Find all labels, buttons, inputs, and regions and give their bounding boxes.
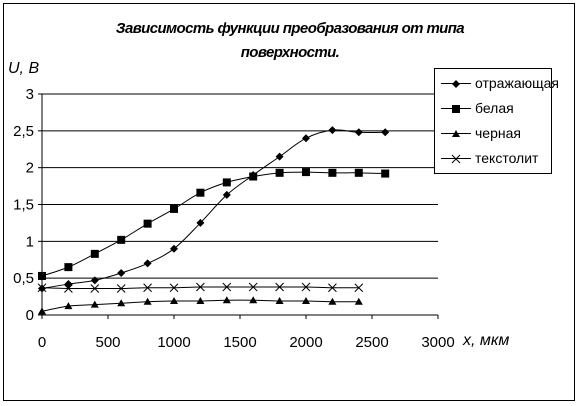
data-point-x: [354, 283, 364, 293]
x-tick-label: 2000: [289, 334, 322, 351]
legend-item: отражающая: [435, 73, 559, 95]
data-point-triangle: [90, 300, 99, 308]
data-point-square: [64, 263, 73, 272]
data-point-diamond: [302, 134, 310, 143]
y-tick-label: 2,5: [13, 123, 34, 140]
data-point-x: [143, 283, 152, 293]
data-point-x: [275, 282, 284, 292]
data-point-x: [37, 283, 47, 293]
x-tick-label: 1000: [157, 334, 190, 351]
data-point-triangle: [354, 297, 363, 305]
y-tick-label: 1: [26, 233, 34, 250]
data-point-diamond: [328, 126, 337, 135]
x-axis-title: x, мкм: [463, 332, 510, 349]
data-point-square: [117, 235, 126, 244]
data-point-x: [90, 284, 100, 293]
legend-item: текстолит: [435, 148, 551, 170]
data-point-x: [116, 284, 126, 293]
legend-label: текстолит: [475, 150, 539, 166]
x-tick-label: 0: [38, 334, 46, 351]
legend-label: черная: [475, 125, 521, 141]
data-point-square: [196, 188, 205, 197]
data-point-square: [38, 271, 46, 280]
x-tick-label: 3000: [421, 334, 454, 351]
x-tick-label: 2500: [355, 334, 388, 351]
data-point-square: [170, 204, 178, 213]
data-point-x: [196, 282, 205, 292]
legend-label: белая: [475, 100, 514, 116]
x-tick-label: 1500: [223, 334, 256, 351]
data-point-diamond: [143, 259, 152, 268]
legend-marker-shape: [452, 105, 460, 113]
data-point-x: [169, 283, 179, 293]
data-point-diamond: [381, 128, 390, 137]
data-point-triangle: [249, 296, 258, 304]
legend-marker-shape: [452, 80, 460, 88]
data-point-square: [90, 249, 99, 258]
data-point-diamond: [38, 284, 46, 293]
y-axis-title: U, В: [8, 60, 40, 77]
legend-marker-x: [451, 154, 461, 164]
data-point-diamond: [354, 128, 363, 137]
data-point-triangle: [302, 297, 310, 305]
y-tick-label: 3: [26, 86, 34, 103]
data-point-x: [222, 282, 232, 292]
data-point-square: [354, 168, 363, 177]
data-point-square: [302, 168, 310, 177]
legend-marker-shape: [452, 130, 460, 137]
y-tick-label: 0,5: [13, 270, 34, 287]
chart-title-line-2: поверхности.: [240, 44, 340, 61]
data-point-square: [328, 168, 337, 177]
data-point-square: [275, 168, 284, 177]
legend: отражающая белая черная текстолит: [434, 68, 559, 174]
data-point-triangle: [38, 307, 46, 315]
data-point-square: [381, 169, 390, 178]
data-point-x: [301, 282, 311, 292]
legend-marker-shape: [451, 154, 461, 164]
data-point-x: [328, 283, 337, 293]
data-point-diamond: [64, 280, 73, 289]
data-point-square: [222, 178, 231, 187]
data-point-triangle: [222, 296, 231, 304]
data-point-diamond: [117, 269, 126, 278]
data-point-triangle: [196, 297, 205, 305]
data-point-diamond: [275, 152, 284, 161]
legend-marker-square: [452, 105, 460, 113]
legend-marker-triangle: [452, 130, 460, 137]
data-point-diamond: [222, 190, 231, 199]
legend-item: белая: [435, 98, 551, 120]
x-tick-label: 500: [95, 334, 120, 351]
data-point-triangle: [170, 297, 178, 305]
data-point-square: [143, 219, 152, 228]
data-point-triangle: [143, 297, 152, 305]
series-line-diamond: [41, 129, 386, 289]
y-tick-label: 2: [26, 160, 34, 177]
data-point-triangle: [117, 299, 126, 307]
data-point-square: [249, 172, 258, 181]
data-point-diamond: [196, 218, 205, 227]
data-point-triangle: [275, 297, 284, 305]
data-point-x: [248, 282, 258, 292]
data-point-x: [64, 284, 73, 293]
legend-label: отражающая: [475, 75, 559, 91]
y-tick-label: 1,5: [13, 197, 34, 214]
data-point-triangle: [64, 302, 73, 310]
series-line-square: [41, 171, 386, 277]
data-point-diamond: [90, 276, 99, 285]
chart-title-line-1: Зависимость функции преобразования от ти…: [115, 20, 465, 37]
y-tick-label: 0: [26, 307, 34, 324]
legend-marker-diamond: [452, 80, 460, 88]
data-point-diamond: [170, 244, 178, 253]
legend-item: черная: [435, 123, 551, 145]
data-point-triangle: [328, 297, 337, 305]
